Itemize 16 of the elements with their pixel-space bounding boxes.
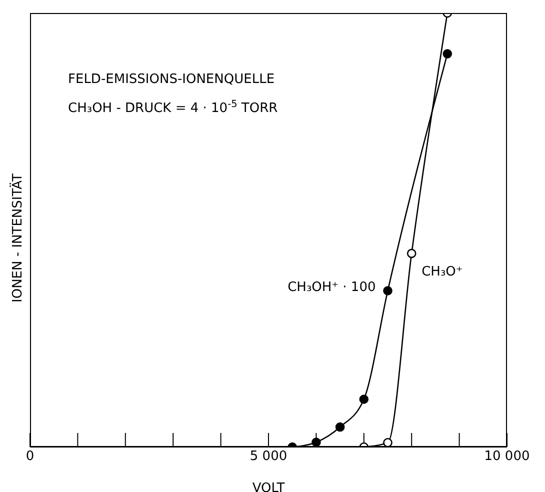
point xyxy=(383,438,392,447)
point xyxy=(312,438,321,447)
series-label: CH₃O⁺ xyxy=(422,264,463,280)
x-tick-label: 10 000 xyxy=(484,449,530,464)
point xyxy=(442,49,452,58)
point xyxy=(406,248,416,258)
text: CH₃OH - DRUCK = 4 · 10$^{-5}$ TORR xyxy=(68,98,278,116)
point xyxy=(383,286,392,296)
series-label: CH₃OH⁺ · 100 xyxy=(288,280,376,295)
point xyxy=(359,394,369,404)
point xyxy=(335,422,345,432)
x-tick-label: 0 xyxy=(26,449,34,464)
x-tick-label: 5 000 xyxy=(250,449,288,464)
text: FELD-EMISSIONS-IONENQUELLE xyxy=(68,72,275,87)
y-axis-title: IONEN - INTENSITÄT xyxy=(10,174,26,302)
x-axis-title: VOLT xyxy=(252,481,285,492)
